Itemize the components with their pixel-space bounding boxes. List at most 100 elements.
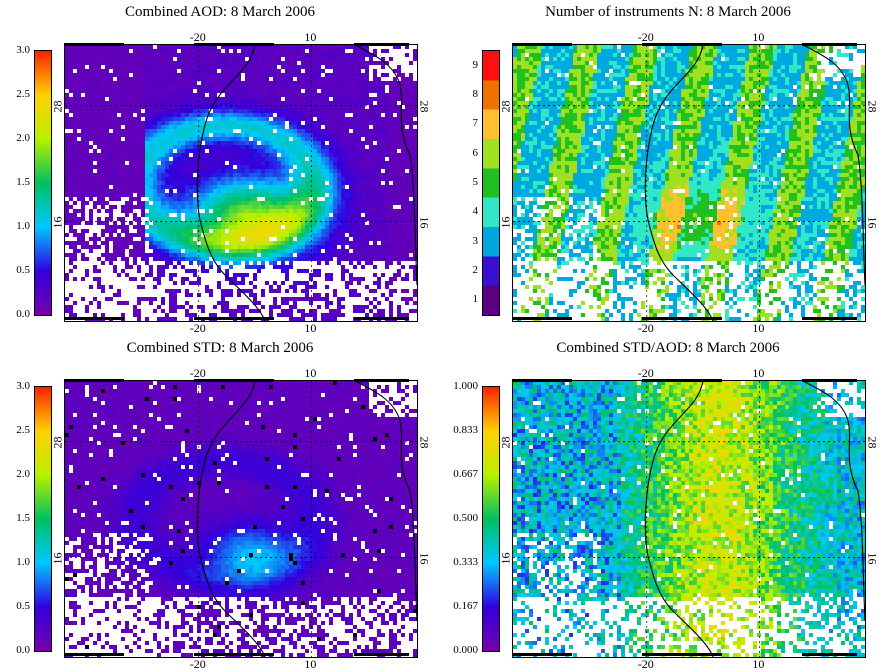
latitude-label: 28 (499, 100, 514, 112)
colorbar-tick-label: 2.0 (16, 132, 30, 144)
colorbar-tick-label: 2.5 (16, 424, 30, 436)
latitude-label: 16 (499, 552, 514, 564)
map-border-segment (64, 653, 124, 656)
latitude-label: 28 (865, 436, 880, 448)
latitude-label: 16 (865, 216, 880, 228)
longitude-label: 10 (304, 366, 316, 381)
colorbar (34, 386, 52, 652)
longitude-label: 10 (752, 657, 764, 672)
map-border-segment (354, 653, 409, 656)
panel-title: Combined AOD: 8 March 2006 (0, 4, 440, 21)
colorbar-tick-label: 1 (473, 293, 479, 305)
latitude-label: 28 (865, 100, 880, 112)
colorbar-tick-label: 3 (473, 235, 479, 247)
colorbar-tick-label: 2 (473, 264, 479, 276)
longitude-label: -20 (190, 30, 206, 45)
latitude-label: 16 (417, 216, 432, 228)
map-border-segment (354, 379, 409, 382)
colorbar-tick-label: 3.0 (16, 44, 30, 56)
map-area (512, 44, 866, 322)
colorbar-tick-label: 4 (473, 205, 479, 217)
colorbar-tick-label: 7 (473, 117, 479, 129)
map-area (512, 380, 866, 658)
map-area (64, 380, 418, 658)
colorbar (482, 50, 500, 316)
colorbar-tick-label: 0.167 (453, 600, 478, 612)
colorbar-tick-label: 9 (473, 59, 479, 71)
map-field (65, 381, 417, 657)
colorbar-tick-label: 8 (473, 88, 479, 100)
colorbar-tick-label: 1.0 (16, 556, 30, 568)
map-border-segment (512, 653, 572, 656)
map-border-segment (642, 379, 722, 382)
map-border-segment (64, 43, 124, 46)
map-border-segment (512, 317, 572, 320)
map-border-segment (194, 317, 274, 320)
longitude-label: 10 (304, 657, 316, 672)
panel-title: Combined STD: 8 March 2006 (0, 340, 440, 357)
map-border-segment (64, 379, 124, 382)
longitude-label: -20 (190, 366, 206, 381)
longitude-label: -20 (638, 30, 654, 45)
latitude-label: 28 (51, 436, 66, 448)
latitude-label: 16 (417, 552, 432, 564)
map-panel: Combined STD: 8 March 2006 0.0 0.5 1.0 1.5 2.… (0, 336, 440, 666)
map-border-segment (512, 43, 572, 46)
longitude-label: -20 (638, 321, 654, 336)
latitude-label: 28 (499, 436, 514, 448)
longitude-label: -20 (638, 657, 654, 672)
map-border-segment (642, 317, 722, 320)
colorbar-tick-label: 0.5 (16, 600, 30, 612)
map-border-segment (64, 317, 124, 320)
longitude-label: 10 (752, 366, 764, 381)
longitude-label: 10 (752, 321, 764, 336)
map-border-segment (194, 43, 274, 46)
latitude-label: 28 (417, 436, 432, 448)
longitude-label: 10 (304, 30, 316, 45)
map-border-segment (802, 653, 857, 656)
map-border-segment (802, 379, 857, 382)
map-border-segment (194, 653, 274, 656)
colorbar-tick-label: 5 (473, 176, 479, 188)
map-border-segment (802, 317, 857, 320)
map-area (64, 44, 418, 322)
map-border-segment (802, 43, 857, 46)
latitude-label: 16 (499, 216, 514, 228)
latitude-label: 16 (865, 552, 880, 564)
map-border-segment (354, 43, 409, 46)
colorbar-tick-label: 0.667 (453, 468, 478, 480)
map-field (513, 381, 865, 657)
longitude-label: 10 (304, 321, 316, 336)
colorbar-tick-label: 3.0 (16, 380, 30, 392)
colorbar-tick-label: 2.0 (16, 468, 30, 480)
colorbar (482, 386, 500, 652)
latitude-label: 16 (51, 216, 66, 228)
colorbar-tick-label: 0.000 (453, 644, 478, 656)
map-border-segment (642, 653, 722, 656)
map-field (513, 45, 865, 321)
colorbar-tick-label: 1.5 (16, 176, 30, 188)
colorbar (34, 50, 52, 316)
colorbar-tick-label: 1.5 (16, 512, 30, 524)
colorbar-tick-label: 0.0 (16, 644, 30, 656)
colorbar-tick-label: 0.0 (16, 308, 30, 320)
map-border-segment (354, 317, 409, 320)
colorbar-tick-label: 2.5 (16, 88, 30, 100)
map-border-segment (512, 379, 572, 382)
longitude-label: 10 (752, 30, 764, 45)
colorbar-tick-label: 0.833 (453, 424, 478, 436)
longitude-label: -20 (190, 321, 206, 336)
panel-title: Combined STD/AOD: 8 March 2006 (448, 340, 888, 357)
longitude-label: -20 (638, 366, 654, 381)
colorbar-tick-label: 0.333 (453, 556, 478, 568)
latitude-label: 28 (51, 100, 66, 112)
longitude-label: -20 (190, 657, 206, 672)
map-field (65, 45, 417, 321)
latitude-label: 16 (51, 552, 66, 564)
colorbar-tick-label: 0.5 (16, 264, 30, 276)
latitude-label: 28 (417, 100, 432, 112)
map-panel: Combined STD/AOD: 8 March 2006 0.000 0.167… (448, 336, 888, 666)
colorbar-tick-label: 6 (473, 147, 479, 159)
